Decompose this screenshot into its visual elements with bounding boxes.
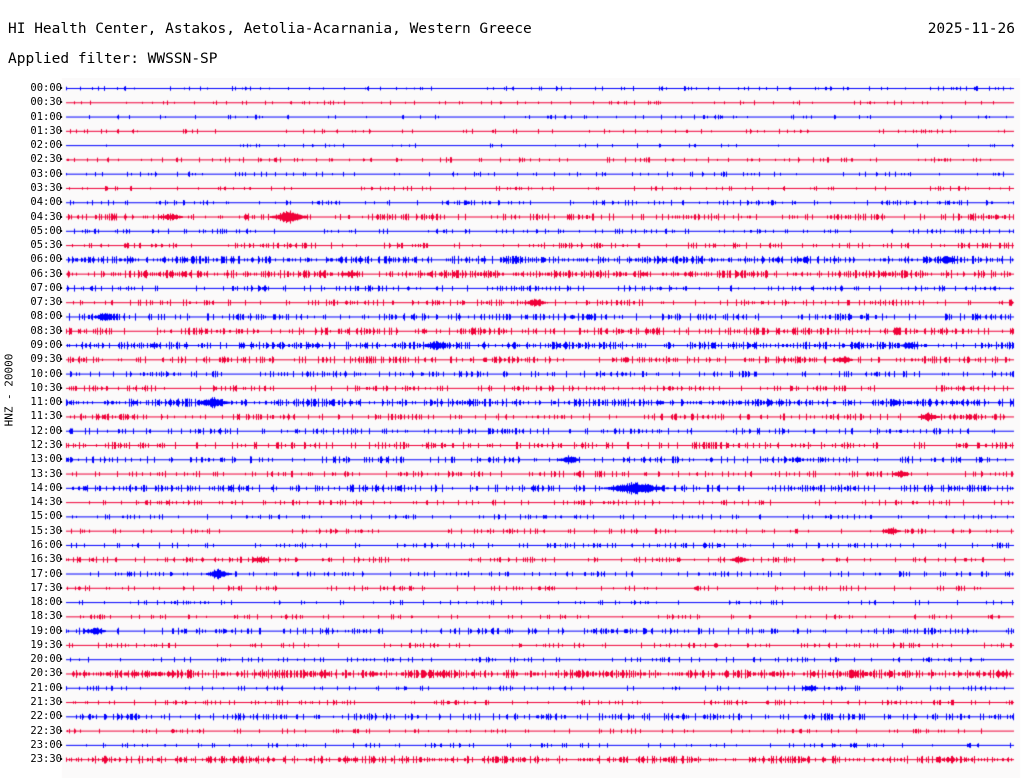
applied-filter-label: Applied filter: WWSSN-SP [8,51,218,67]
helicorder-plot: 00:0000:3001:0001:3002:0002:3003:0003:30… [0,78,1024,778]
seismogram-traces [0,78,1024,778]
record-date: 2025-11-26 [927,21,1015,37]
page-title: HI Health Center, Astakos, Aetolia-Acarn… [8,21,532,37]
